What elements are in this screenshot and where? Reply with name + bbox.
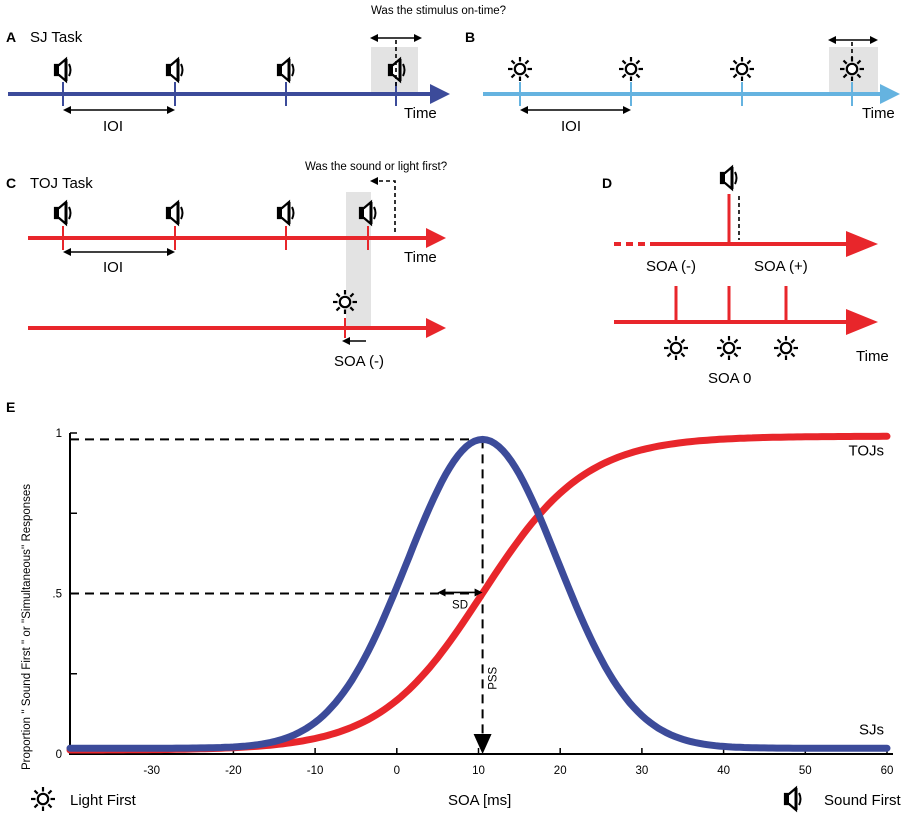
pss-label: PSS bbox=[488, 666, 500, 689]
panel-a: A SJ Task Was the stimulus on-time? IOI … bbox=[6, 5, 506, 135]
x-tick-label: 10 bbox=[472, 765, 485, 777]
speaker-icon bbox=[53, 200, 72, 226]
sun-icon bbox=[662, 334, 690, 362]
x-tick-label: 40 bbox=[717, 765, 730, 777]
speaker-icon bbox=[165, 200, 184, 226]
chart-labels: SD PSS TOJs SJs bbox=[437, 442, 884, 739]
x-tick-label: -10 bbox=[307, 765, 324, 777]
panel-a-question: Was the stimulus on-time? bbox=[371, 5, 506, 17]
panel-d-soa-pos-label: SOA (+) bbox=[754, 258, 808, 275]
x-axis-label: SOA [ms] bbox=[448, 792, 511, 809]
panel-c-question: Was the sound or light first? bbox=[305, 161, 447, 173]
sun-icon bbox=[29, 785, 57, 813]
speaker-icon bbox=[783, 786, 802, 812]
speaker-icon bbox=[276, 200, 295, 226]
panel-e: E Proportion '' Sound First '' or ''Simu… bbox=[6, 399, 902, 813]
panel-d: D SOA (-) SOA (+) SOA 0 Time bbox=[602, 165, 889, 387]
sun-icon bbox=[715, 334, 743, 362]
panel-d-letter: D bbox=[602, 175, 612, 191]
panel-c-time-label: Time bbox=[404, 249, 437, 266]
panel-c-ioi-label: IOI bbox=[103, 259, 123, 276]
sun-icon bbox=[838, 55, 866, 83]
speaker-icon bbox=[276, 57, 295, 83]
panel-b: B IOI Time bbox=[465, 29, 900, 135]
x-tick-label: 60 bbox=[881, 765, 894, 777]
panel-c-letter: C bbox=[6, 175, 16, 191]
speaker-icon bbox=[53, 57, 72, 83]
sd-arrow-left bbox=[437, 588, 446, 597]
series-sjs-line bbox=[66, 435, 891, 752]
chart-axes: 0 .5 1 -30 -20 -10 0 10 20 30 40 50 60 bbox=[52, 428, 893, 777]
y-axis-label: Proportion '' Sound First '' or ''Simult… bbox=[21, 484, 33, 770]
panel-c: C TOJ Task Was the sound or light first?… bbox=[6, 161, 447, 370]
panel-b-ioi-label: IOI bbox=[561, 118, 581, 135]
panel-b-time-label: Time bbox=[862, 105, 895, 122]
sun-icon bbox=[331, 288, 359, 316]
panel-d-time-label: Time bbox=[856, 348, 889, 365]
sun-icon bbox=[772, 334, 800, 362]
chart-series bbox=[66, 432, 891, 754]
sun-icon bbox=[728, 55, 756, 83]
panel-d-soa-zero-label: SOA 0 bbox=[708, 370, 751, 387]
sun-icon bbox=[617, 55, 645, 83]
panel-a-ioi-label: IOI bbox=[103, 118, 123, 135]
series-tojs-label: TOJs bbox=[848, 442, 884, 459]
y-tick-label: 0 bbox=[56, 749, 62, 761]
speaker-icon bbox=[165, 57, 184, 83]
panel-d-soa-neg-label: SOA (-) bbox=[646, 258, 696, 275]
legend-sound-first: Sound First bbox=[824, 792, 902, 809]
y-tick-label: .5 bbox=[52, 589, 62, 601]
x-tick-label: 50 bbox=[799, 765, 812, 777]
panel-a-title: SJ Task bbox=[30, 29, 83, 46]
legend-light-first: Light First bbox=[70, 792, 137, 809]
panel-b-letter: B bbox=[465, 29, 475, 45]
panel-e-letter: E bbox=[6, 399, 15, 415]
panel-b-arrowhead bbox=[880, 84, 900, 104]
x-tick-label: 30 bbox=[636, 765, 649, 777]
panel-a-arrowhead bbox=[430, 84, 450, 104]
x-tick-label: 20 bbox=[554, 765, 567, 777]
series-sjs-label: SJs bbox=[859, 722, 884, 739]
panel-c-title: TOJ Task bbox=[30, 175, 93, 192]
x-tick-label: 0 bbox=[394, 765, 400, 777]
panel-a-letter: A bbox=[6, 29, 16, 45]
pss-arrowhead bbox=[473, 734, 492, 754]
speaker-icon bbox=[719, 165, 738, 191]
x-tick-label: -20 bbox=[225, 765, 242, 777]
sun-icon bbox=[506, 55, 534, 83]
chart-guides bbox=[70, 438, 492, 754]
panel-c-soa-label: SOA (-) bbox=[334, 353, 384, 370]
x-tick-label: -30 bbox=[143, 765, 160, 777]
sd-arrow-right bbox=[474, 588, 483, 597]
sd-label: SD bbox=[452, 599, 468, 611]
panel-a-time-label: Time bbox=[404, 105, 437, 122]
y-tick-label: 1 bbox=[56, 428, 62, 440]
